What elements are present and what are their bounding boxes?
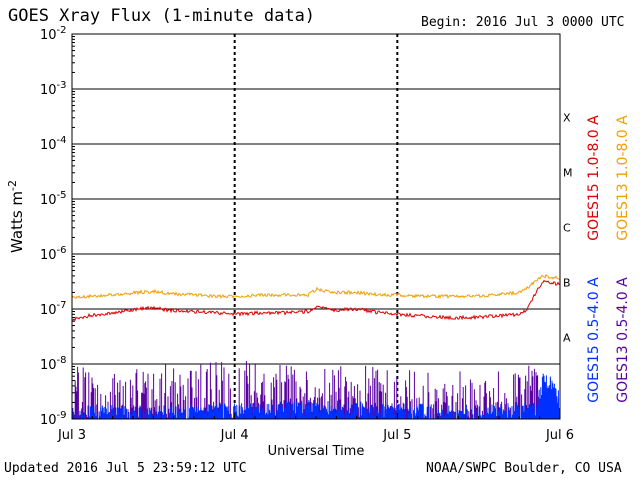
y-tick-exponent: -7: [57, 300, 67, 311]
y-tick-exponent: -9: [57, 410, 67, 421]
y-axis-label-exponent: -2: [6, 180, 19, 191]
axes-layer: [71, 33, 561, 420]
legend-series-3: GOES13 0.5-4.0 A: [615, 277, 631, 403]
y-tick-label: 10-3: [40, 80, 67, 98]
plot-frame: [71, 33, 561, 420]
flare-class-label: A: [563, 332, 571, 345]
y-tick-exponent: -6: [57, 245, 67, 256]
x-tick-label: Jul 4: [220, 428, 249, 443]
legend-series-0: GOES15 1.0-8.0 A: [586, 115, 602, 241]
y-tick-exponent: -4: [57, 135, 67, 146]
y-tick-base: 10: [40, 358, 57, 373]
flare-class-label: B: [563, 277, 571, 290]
legend-series-2: GOES15 0.5-4.0 A: [586, 277, 602, 403]
y-tick-exponent: -5: [57, 190, 67, 201]
y-tick-base: 10: [40, 193, 57, 208]
y-axis-label: Watts m-2: [6, 180, 26, 253]
legend-series-1: GOES13 1.0-8.0 A: [615, 115, 631, 241]
credit-label: NOAA/SWPC Boulder, CO USA: [426, 461, 622, 476]
y-tick-exponent: -8: [57, 355, 67, 366]
flare-class-label: X: [563, 112, 571, 125]
flare-class-label: C: [563, 222, 571, 235]
series-1-line: [71, 273, 561, 300]
y-tick-base: 10: [40, 28, 57, 43]
y-tick-exponent: -3: [57, 80, 67, 91]
x-tick-label: Jul 6: [545, 428, 574, 443]
series-layer: [71, 273, 561, 419]
y-tick-label: 10-2: [40, 25, 67, 43]
y-tick-label: 10-5: [40, 190, 67, 208]
chart-title: GOES Xray Flux (1-minute data): [8, 6, 316, 26]
flare-class-label: M: [563, 167, 573, 180]
x-tick-label: Jul 3: [57, 428, 86, 443]
x-axis-label: Universal Time: [268, 444, 365, 459]
y-tick-base: 10: [40, 138, 57, 153]
grid-layer: [72, 33, 560, 419]
y-tick-label: 10-7: [40, 300, 67, 318]
y-tick-base: 10: [40, 248, 57, 263]
y-tick-label: 10-4: [40, 135, 67, 153]
updated-time-label: Updated 2016 Jul 5 23:59:12 UTC: [4, 461, 247, 476]
y-tick-base: 10: [40, 303, 57, 318]
y-tick-base: 10: [40, 83, 57, 98]
y-axis-label-base: Watts m: [8, 191, 26, 253]
y-tick-label: 10-8: [40, 355, 67, 373]
x-tick-label: Jul 5: [382, 428, 411, 443]
y-tick-base: 10: [40, 413, 57, 428]
begin-time-label: Begin: 2016 Jul 3 0000 UTC: [421, 15, 625, 30]
y-tick-label: 10-6: [40, 245, 67, 263]
y-tick-exponent: -2: [57, 25, 67, 36]
series-0-line: [71, 279, 561, 322]
y-tick-label: 10-9: [40, 410, 67, 428]
